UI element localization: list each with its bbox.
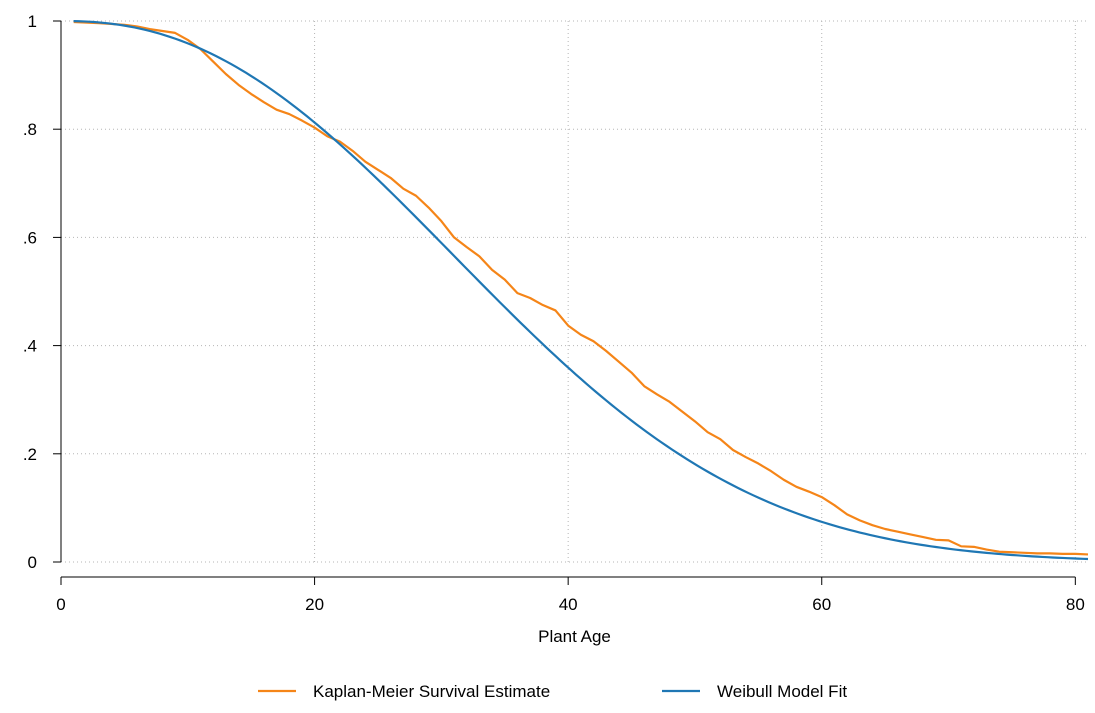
series [73,20,1089,561]
x-tick-label: 80 [1066,595,1085,614]
y-tick-label: .8 [23,120,37,139]
axes: 0 .2 .4 .6 .8 1 0 20 40 60 80 [23,12,1085,614]
y-tick-label: .4 [23,337,37,356]
x-tick-label: 20 [305,595,324,614]
legend-label: Weibull Model Fit [717,682,847,701]
y-tick-label: .2 [23,445,37,464]
x-tick-label: 60 [812,595,831,614]
y-tick-label: .6 [23,228,37,247]
weibull-fit-line [73,20,1089,561]
x-tick-label: 40 [559,595,578,614]
y-tick-label: 1 [28,12,37,31]
kaplan-meier-line [73,20,1089,556]
y-tick-label: 0 [28,553,37,572]
x-axis-title: Plant Age [538,627,611,646]
legend: Kaplan-Meier Survival Estimate Weibull Mo… [258,682,847,701]
x-tick-label: 0 [56,595,65,614]
grid [60,20,1088,563]
legend-label: Kaplan-Meier Survival Estimate [313,682,550,701]
